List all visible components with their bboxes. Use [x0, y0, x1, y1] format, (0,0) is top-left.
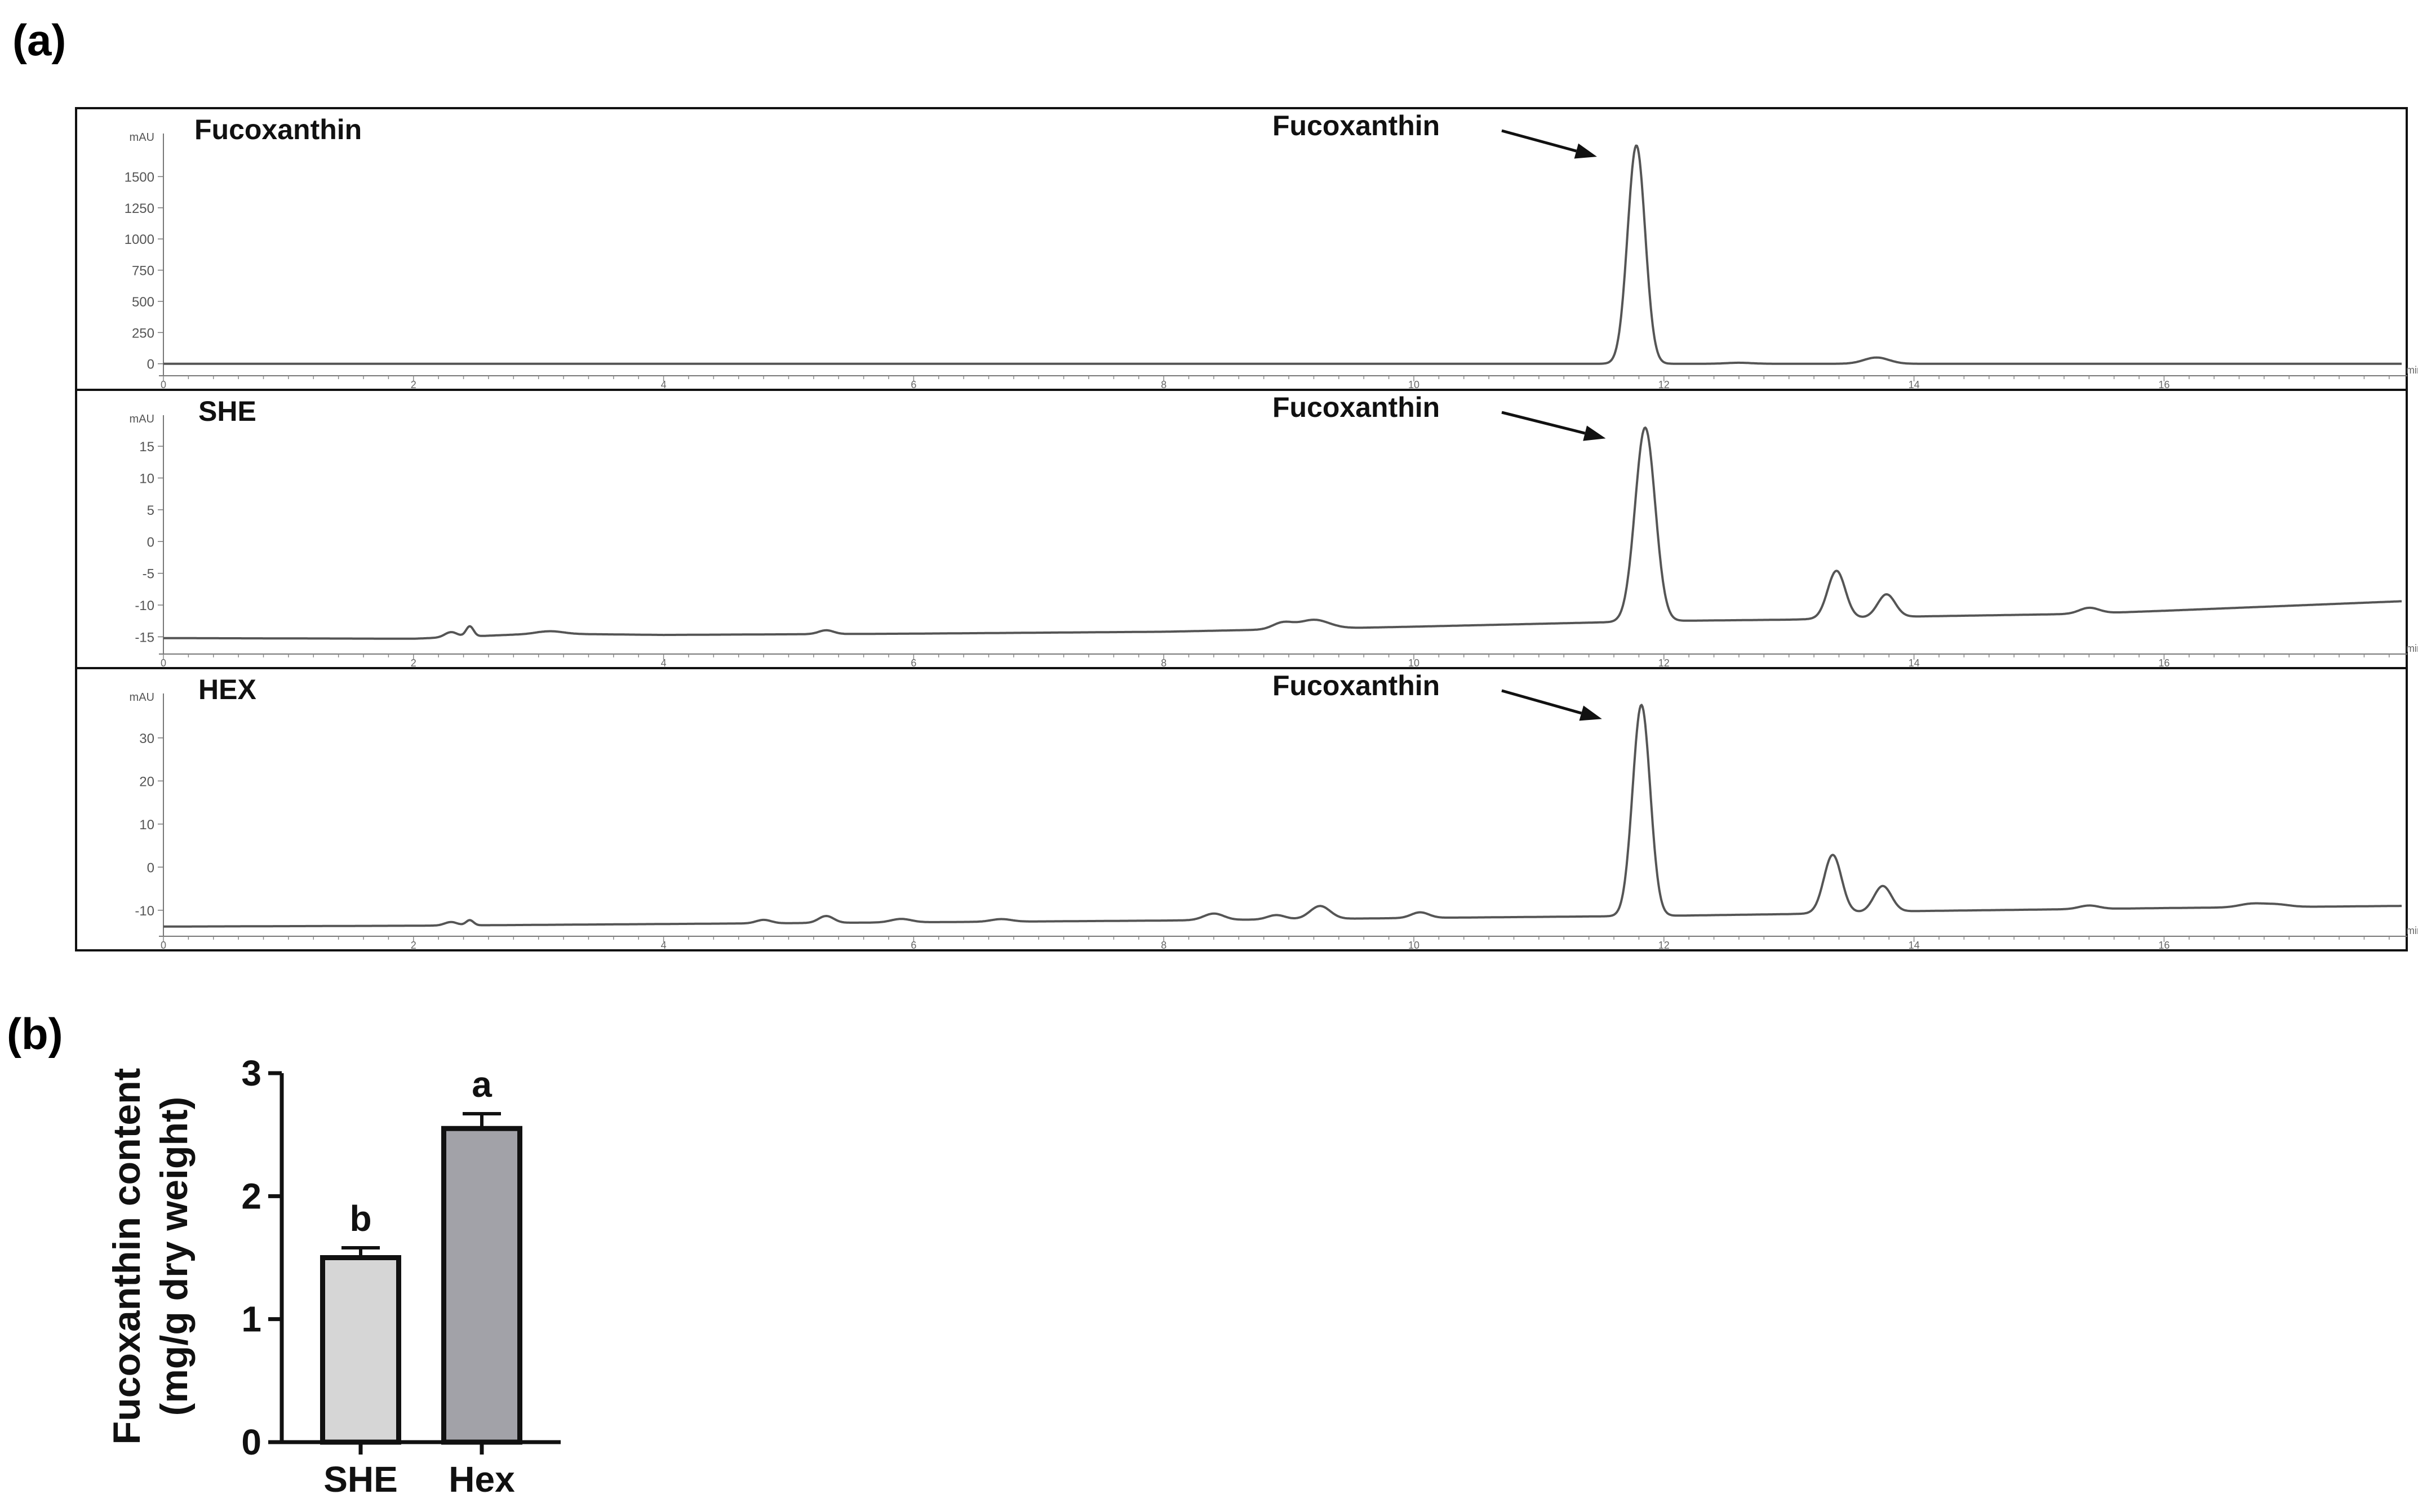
- x-tick-label: 6: [911, 657, 916, 669]
- x-tick-label: 8: [1161, 940, 1166, 951]
- peak-annotation-label: Fucoxanthin: [1272, 392, 1440, 423]
- annotation-arrow-shaft: [1501, 689, 1582, 715]
- panel-b-label: (b): [7, 1009, 63, 1059]
- category-label: SHE: [323, 1459, 398, 1500]
- y-tick-label: 15: [139, 439, 154, 455]
- y-tick-label: 0: [147, 357, 154, 372]
- y-tick-label: 10: [139, 817, 154, 833]
- annotation-arrow-shaft: [1501, 411, 1586, 435]
- y-unit-label: mAU: [130, 413, 154, 425]
- y-unit-label: mAU: [130, 131, 154, 144]
- panel-b-bar-chart: 0 1 2 3 b SHE a Hex Fucoxanthin content (mg/g dry…: [105, 1053, 561, 1500]
- x-tick-label: 6: [911, 940, 916, 951]
- trace-title: Fucoxanthin: [194, 114, 362, 145]
- panel-a-frame: [75, 107, 2408, 951]
- x-tick-label: 14: [1909, 940, 1920, 951]
- trace-line: [163, 426, 2402, 640]
- x-unit-label: min: [2406, 643, 2418, 654]
- y-tick-label: -10: [135, 598, 154, 613]
- x-tick-label: 6: [911, 379, 916, 390]
- y-tick-label: -10: [135, 904, 154, 919]
- annotation-arrow-head: [1579, 705, 1602, 721]
- trace-line: [163, 144, 2402, 365]
- x-tick-label: 4: [661, 657, 667, 669]
- bar-hex: [441, 1126, 522, 1445]
- x-tick-label: 12: [1658, 379, 1670, 390]
- y-tick-label: -15: [135, 630, 154, 645]
- bar-she: [320, 1255, 401, 1445]
- trace-title: SHE: [198, 395, 256, 427]
- y-tick-label: 20: [139, 774, 154, 789]
- y-tick-label: 2: [241, 1176, 261, 1216]
- x-unit-label: min: [2406, 364, 2418, 376]
- annotation-arrow-head: [1583, 425, 1606, 441]
- y-tick-label: 1250: [125, 201, 154, 216]
- x-tick-label: 0: [161, 657, 166, 669]
- x-tick-label: 10: [1408, 379, 1419, 390]
- y-tick-label: 250: [132, 326, 154, 341]
- x-tick-label: 8: [1161, 379, 1166, 390]
- x-tick-label: 14: [1909, 379, 1920, 390]
- y-axis-title-line2: (mg/g dry weight): [153, 1097, 196, 1416]
- x-tick-label: 0: [161, 379, 166, 390]
- y-tick-label: 0: [147, 535, 154, 550]
- x-tick-label: 4: [661, 940, 667, 951]
- chromatogram-fucoxanthin: 0 2 4 6 8 10 12 14 16 min 0 250 500 750 1000 1250 1500 mA…: [125, 110, 2418, 390]
- x-tick-label: 2: [411, 657, 416, 669]
- x-tick-label: 10: [1408, 657, 1419, 669]
- x-tick-label: 8: [1161, 657, 1166, 669]
- x-tick-label: 16: [2158, 940, 2169, 951]
- x-tick-label: 16: [2158, 657, 2169, 669]
- y-tick-label: 500: [132, 295, 154, 310]
- panel-a-chromatograms: 0246810121416min0250500750100012501500mA…: [75, 107, 2418, 951]
- y-tick-label: 3: [241, 1053, 261, 1093]
- chromatogram-she: 0 2 4 6 8 10 12 14 16 min -15 -10 -5 0 5 10 15 mAU SHE Fuco…: [76, 389, 2418, 669]
- y-tick-label: 30: [139, 731, 154, 746]
- y-tick-label: -5: [143, 567, 154, 582]
- peak-annotation-label: Fucoxanthin: [1272, 670, 1440, 701]
- y-tick-label: 5: [147, 503, 154, 518]
- trace-line: [163, 704, 2402, 928]
- y-tick-label: 1: [241, 1299, 261, 1340]
- x-tick-label: 12: [1658, 657, 1670, 669]
- y-tick-label: 1000: [125, 232, 154, 247]
- y-unit-label: mAU: [130, 691, 154, 704]
- x-unit-label: min: [2406, 925, 2418, 936]
- x-tick-label: 10: [1408, 940, 1419, 951]
- category-label: Hex: [449, 1459, 515, 1500]
- y-tick-label: 750: [132, 264, 154, 279]
- significance-letter: b: [349, 1198, 371, 1239]
- x-tick-label: 2: [411, 379, 416, 390]
- x-tick-label: 0: [161, 940, 166, 951]
- chromatogram-hex: 0 2 4 6 8 10 12 14 16 min -10 0 10 20 30 mAU HEX Fucoxant…: [76, 667, 2418, 951]
- y-tick-label: 0: [241, 1422, 261, 1462]
- y-tick-label: 10: [139, 472, 154, 487]
- y-axis-title-line1: Fucoxanthin content: [105, 1068, 148, 1445]
- y-tick-label: 0: [147, 860, 154, 875]
- y-tick-label: 1500: [125, 170, 154, 185]
- x-tick-label: 14: [1909, 657, 1920, 669]
- peak-annotation-label: Fucoxanthin: [1272, 110, 1440, 141]
- x-tick-label: 4: [661, 379, 667, 390]
- trace-title: HEX: [198, 674, 256, 705]
- annotation-arrow-head: [1574, 143, 1597, 159]
- x-tick-label: 12: [1658, 940, 1670, 951]
- x-tick-label: 2: [411, 940, 416, 951]
- annotation-arrow-shaft: [1501, 129, 1577, 153]
- significance-letter: a: [472, 1064, 492, 1105]
- panel-a-label: (a): [12, 15, 66, 65]
- x-tick-label: 16: [2158, 379, 2169, 390]
